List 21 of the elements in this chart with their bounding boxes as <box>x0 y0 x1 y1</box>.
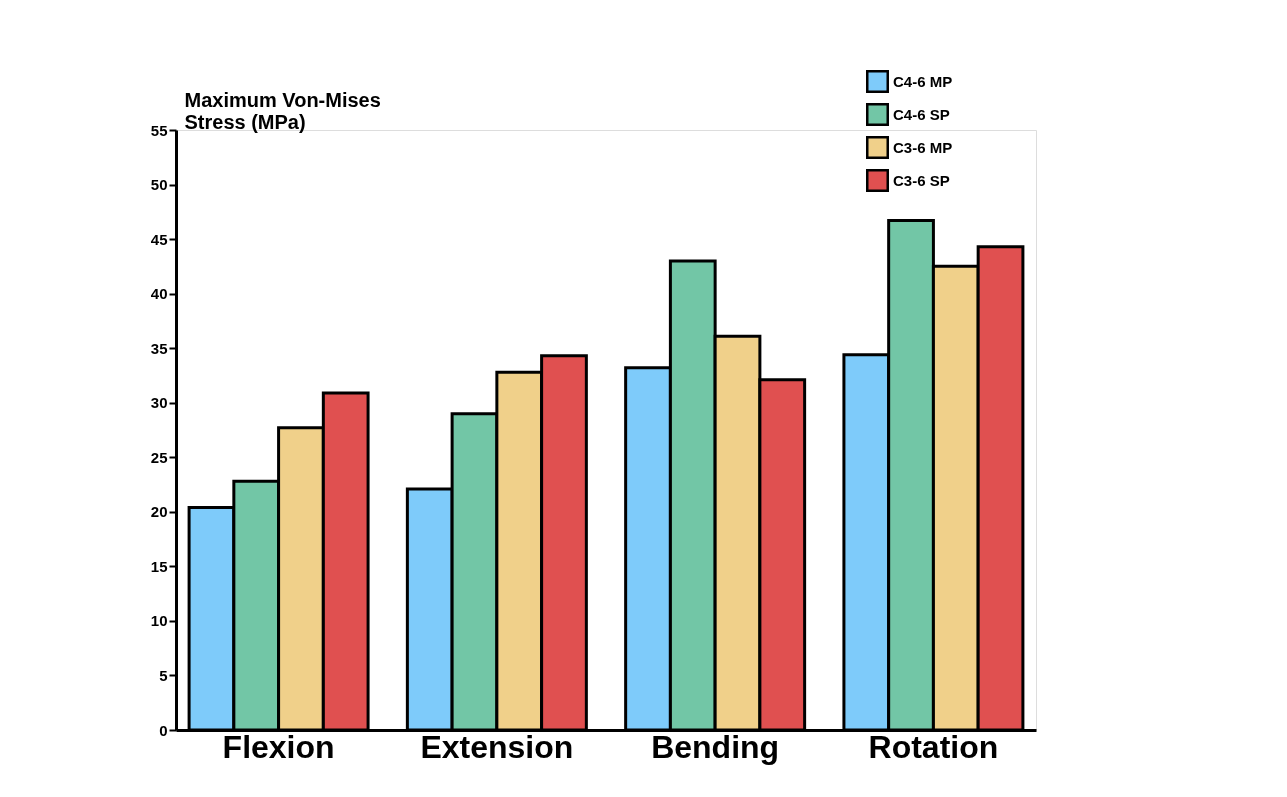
x-tick-label: Bending <box>651 728 780 765</box>
y-tick-label: 35 <box>150 339 168 357</box>
y-tick-label: 15 <box>150 557 168 575</box>
legend-label: C4-6 SP <box>893 105 950 123</box>
y-tick-label: 10 <box>150 612 168 630</box>
legend-label: C3-6 MP <box>893 138 953 156</box>
x-tick-label: Rotation <box>868 728 999 765</box>
x-tick-label: Extension <box>420 728 574 765</box>
y-tick-label: 0 <box>159 721 168 739</box>
y-tick-label: 25 <box>150 448 168 466</box>
y-tick-label: 50 <box>150 176 168 194</box>
y-tick-label: 40 <box>150 285 168 303</box>
y-tick-label: 5 <box>159 666 168 684</box>
y-tick-label: 20 <box>150 503 168 521</box>
x-tick-label: Flexion <box>222 728 335 765</box>
y-tick-label: 30 <box>150 394 168 412</box>
legend-label: C3-6 SP <box>893 171 950 189</box>
y-axis-title: Maximum Von-Mises Stress (MPa) <box>184 88 381 133</box>
y-tick-label: 55 <box>150 121 168 139</box>
y-tick-label: 45 <box>150 230 168 248</box>
legend-label: C4-6 MP <box>893 72 953 90</box>
